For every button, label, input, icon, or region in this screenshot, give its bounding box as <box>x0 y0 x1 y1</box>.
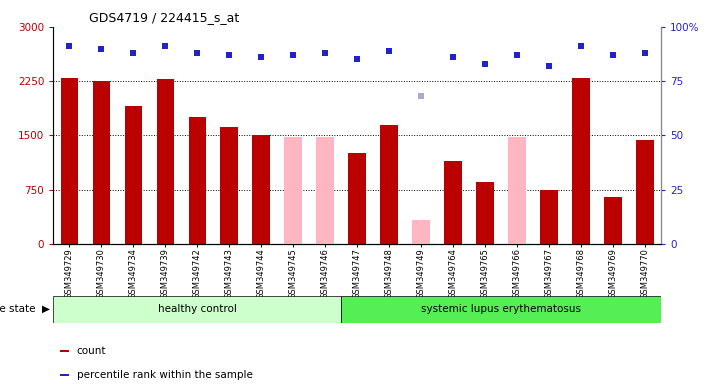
Text: healthy control: healthy control <box>158 304 237 314</box>
Bar <box>60 351 70 352</box>
Text: disease state  ▶: disease state ▶ <box>0 304 50 314</box>
Bar <box>348 154 366 244</box>
Bar <box>220 127 238 244</box>
Text: systemic lupus erythematosus: systemic lupus erythematosus <box>421 304 582 314</box>
Bar <box>92 81 110 244</box>
Bar <box>284 137 302 244</box>
Text: percentile rank within the sample: percentile rank within the sample <box>77 370 252 381</box>
Bar <box>476 182 494 244</box>
Bar <box>53 296 341 323</box>
Bar <box>124 106 142 244</box>
Text: count: count <box>77 346 106 356</box>
Bar <box>156 79 174 244</box>
Bar <box>60 78 78 244</box>
Bar <box>508 137 526 244</box>
Bar <box>380 124 398 244</box>
Bar <box>341 296 661 323</box>
Bar <box>604 197 622 244</box>
Bar <box>316 137 334 244</box>
Bar <box>252 136 270 244</box>
Bar <box>572 78 590 244</box>
Bar <box>60 374 70 376</box>
Bar <box>412 220 430 244</box>
Bar <box>444 161 462 244</box>
Bar <box>636 141 654 244</box>
Bar <box>540 190 558 244</box>
Text: GDS4719 / 224415_s_at: GDS4719 / 224415_s_at <box>89 12 239 25</box>
Bar <box>188 117 206 244</box>
